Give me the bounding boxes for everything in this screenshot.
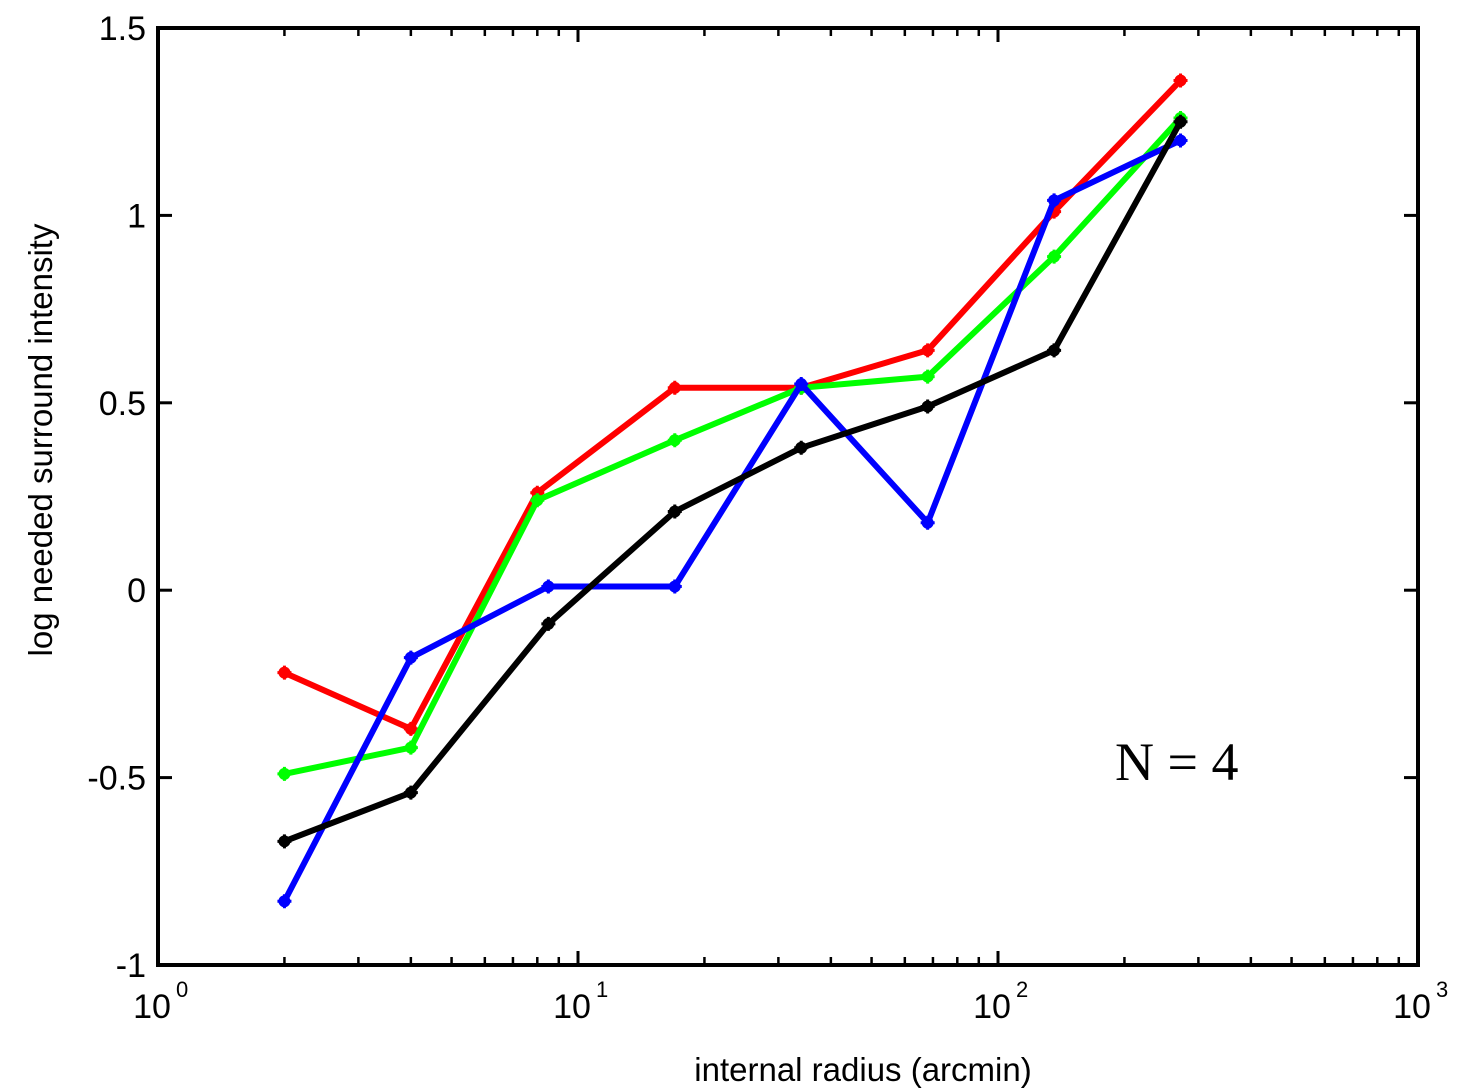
data-point-marker bbox=[1047, 249, 1062, 264]
data-point-marker bbox=[277, 894, 292, 909]
data-point-marker bbox=[794, 377, 809, 392]
series-line-2 bbox=[281, 115, 1184, 777]
data-point-marker bbox=[530, 493, 545, 508]
y-axis-label: log needed surround intensity bbox=[22, 223, 59, 656]
series-line-4 bbox=[281, 118, 1184, 845]
x-tick-label: 10 bbox=[553, 988, 591, 1026]
data-point-marker bbox=[920, 515, 935, 530]
x-tick-exponent: 2 bbox=[1016, 977, 1028, 1002]
x-tick-label: 10 bbox=[1393, 988, 1431, 1026]
annotation-n: N = 4 bbox=[1115, 732, 1238, 792]
data-point-marker bbox=[667, 433, 682, 448]
data-point-marker bbox=[794, 440, 809, 455]
y-tick-label: 0.5 bbox=[99, 385, 146, 423]
y-tick-label: 1.5 bbox=[99, 10, 146, 48]
y-tick-label: 1 bbox=[127, 197, 146, 235]
data-point-marker bbox=[1173, 133, 1188, 148]
x-tick-exponent: 3 bbox=[1436, 977, 1448, 1002]
plot-frame bbox=[156, 26, 1420, 967]
data-point-marker bbox=[541, 616, 556, 631]
x-tick-exponent: 0 bbox=[176, 977, 188, 1002]
data-point-marker bbox=[1173, 114, 1188, 129]
data-point-marker bbox=[277, 766, 292, 781]
y-tick-label: -0.5 bbox=[87, 760, 146, 798]
y-tick-label: 0 bbox=[127, 572, 146, 610]
data-point-marker bbox=[403, 721, 418, 736]
data-point-marker bbox=[920, 369, 935, 384]
data-point-marker bbox=[403, 740, 418, 755]
data-point-marker bbox=[403, 650, 418, 665]
plot-area bbox=[158, 28, 1418, 965]
data-point-marker bbox=[667, 380, 682, 395]
data-point-marker bbox=[1173, 73, 1188, 88]
data-point-marker bbox=[541, 579, 556, 594]
data-point-marker bbox=[920, 343, 935, 358]
x-tick-exponent: 1 bbox=[596, 977, 608, 1002]
data-point-marker bbox=[277, 665, 292, 680]
x-tick-label: 10 bbox=[133, 988, 171, 1026]
x-axis-label: internal radius (arcmin) bbox=[694, 1051, 1031, 1088]
data-point-marker bbox=[403, 785, 418, 800]
data-point-marker bbox=[1047, 193, 1062, 208]
data-point-marker bbox=[667, 579, 682, 594]
data-point-marker bbox=[1047, 343, 1062, 358]
tick-labels: 10 0 10 1 10 2 10 3-1-0.500.511.5 bbox=[87, 10, 1448, 1026]
y-tick-label: -1 bbox=[116, 947, 146, 985]
data-point-marker bbox=[667, 504, 682, 519]
series-group bbox=[277, 73, 1188, 909]
series-line-1 bbox=[281, 77, 1184, 732]
x-tick-label: 10 bbox=[973, 988, 1011, 1026]
data-point-marker bbox=[920, 399, 935, 414]
data-point-marker bbox=[277, 834, 292, 849]
series-line-3 bbox=[281, 137, 1184, 905]
